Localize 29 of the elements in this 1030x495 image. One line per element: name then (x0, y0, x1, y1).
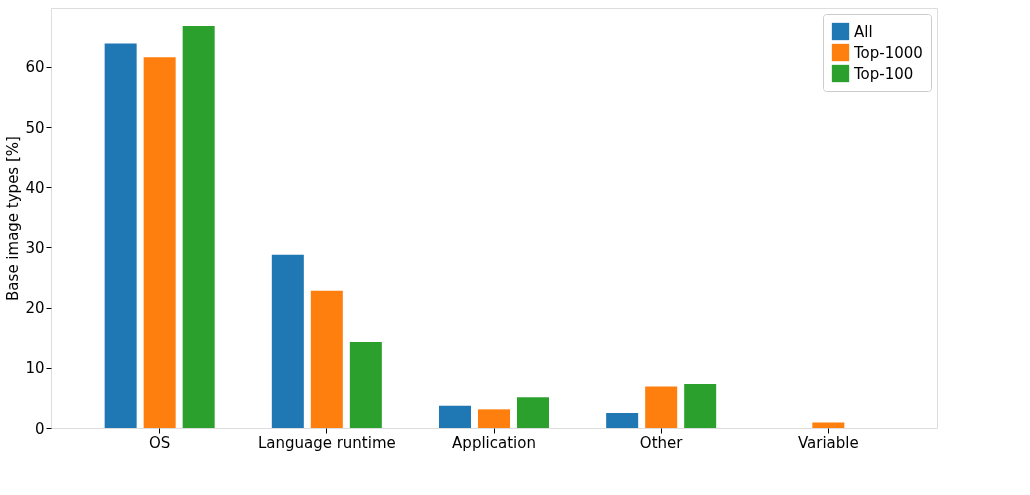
x-tick-label: Other (639, 433, 684, 452)
x-tick-label: OS (149, 433, 171, 452)
bar (310, 290, 343, 428)
x-tick-label: Variable (797, 433, 859, 452)
y-tick-label: 20 (25, 299, 45, 318)
bar (182, 26, 215, 428)
bar (143, 57, 176, 428)
y-tick-label: 60 (25, 58, 45, 77)
y-tick-label: 30 (25, 238, 45, 257)
y-tick-label: 10 (25, 359, 45, 378)
bar (812, 422, 845, 428)
legend-label: Top-1000 (853, 43, 923, 62)
bar (478, 409, 510, 428)
bar (349, 341, 382, 428)
bar (684, 384, 717, 428)
bar (271, 254, 304, 428)
y-axis-title: Base image types [%] (4, 136, 23, 301)
y-tick-label: 40 (25, 178, 45, 197)
legend-label: Top-100 (853, 64, 914, 83)
bar (438, 405, 471, 428)
x-tick-label: Application (452, 433, 536, 452)
legend-label: All (854, 22, 873, 41)
bar (517, 397, 550, 428)
bar (606, 412, 639, 428)
bar (104, 43, 137, 428)
x-tick-label: Language runtime (257, 433, 396, 452)
y-tick-label: 0 (34, 419, 45, 438)
bar (645, 386, 678, 428)
y-tick-label: 50 (25, 118, 45, 137)
